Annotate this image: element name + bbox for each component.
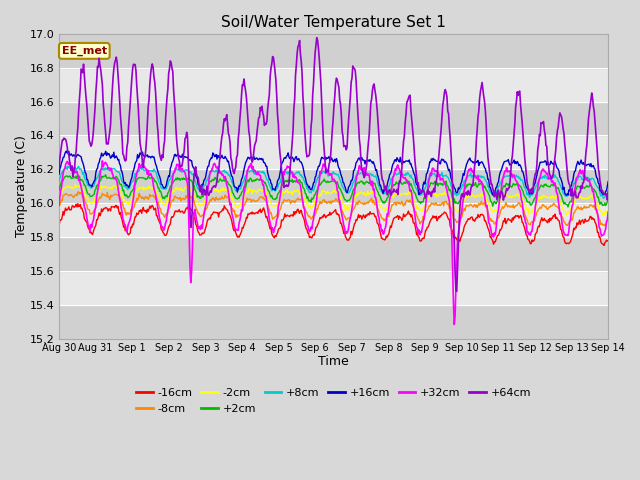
Bar: [59, 135, 608, 169]
Bar: [59, 68, 608, 102]
X-axis label: Time: Time: [318, 355, 349, 368]
Text: EE_met: EE_met: [61, 46, 107, 56]
Bar: [59, 102, 608, 135]
Title: Soil/Water Temperature Set 1: Soil/Water Temperature Set 1: [221, 15, 446, 30]
Bar: [59, 271, 608, 305]
Legend: -16cm, -8cm, -2cm, +2cm, +8cm, +16cm, +32cm, +64cm: -16cm, -8cm, -2cm, +2cm, +8cm, +16cm, +3…: [132, 384, 535, 418]
Bar: [59, 169, 608, 203]
Bar: [59, 203, 608, 237]
Bar: [59, 34, 608, 68]
Bar: [59, 237, 608, 271]
Y-axis label: Temperature (C): Temperature (C): [15, 135, 28, 237]
Bar: [59, 305, 608, 338]
